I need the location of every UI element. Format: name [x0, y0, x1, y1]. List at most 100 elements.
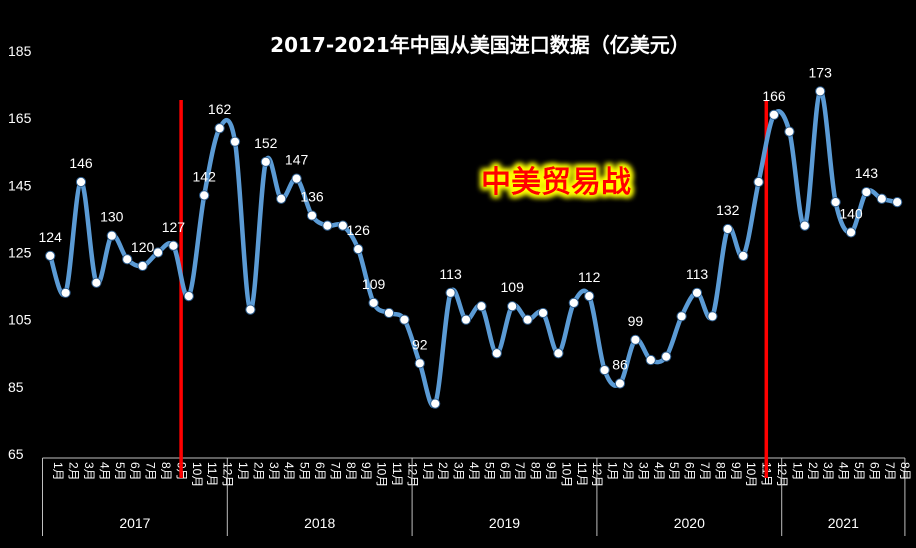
data-point [784, 126, 795, 137]
x-tick-label: 8月 [898, 462, 912, 481]
x-tick-label: 9月 [729, 462, 743, 481]
data-label: 120 [131, 239, 155, 255]
data-point [229, 136, 241, 147]
data-point [430, 398, 441, 409]
data-point [122, 254, 133, 265]
data-label: 162 [208, 101, 232, 117]
data-point [845, 227, 857, 238]
x-tick-label: 1月 [421, 462, 435, 481]
y-axis: 65 85 105 125 145 165 185 [8, 43, 32, 462]
x-tick-label: 6月 [128, 462, 142, 481]
data-point [815, 86, 826, 97]
x-tick-label: 1月 [236, 462, 250, 481]
x-tick-label: 7月 [144, 462, 158, 481]
data-labels: 124 146 130 120 127 142 162 152 147 136 126 109 92 11… [39, 64, 879, 372]
data-point [183, 291, 194, 302]
annotation-trade-war: 中美贸易战 [481, 165, 631, 200]
data-point [599, 364, 610, 376]
year-label: 2020 [674, 515, 705, 531]
data-label: 136 [300, 189, 324, 205]
data-point [383, 307, 395, 319]
data-label: 152 [254, 135, 278, 151]
data-point [738, 250, 749, 261]
data-point [830, 197, 841, 208]
x-tick-label: 1月 [790, 462, 804, 481]
data-point [722, 223, 733, 235]
y-tick-label: 165 [8, 110, 32, 126]
x-tick-label: 2月 [621, 462, 635, 481]
x-tick-label: 2月 [251, 462, 265, 481]
data-label: 127 [162, 219, 186, 235]
data-label: 113 [439, 266, 462, 282]
chart-title: 2017-2021年中国从美国进口数据（亿美元） [270, 33, 690, 57]
data-point [399, 314, 410, 325]
x-tick-label: 2月 [436, 462, 450, 481]
data-label: 146 [69, 155, 93, 171]
data-point [45, 250, 56, 261]
x-tick-label: 8月 [713, 462, 727, 481]
x-tick-label: 2月 [806, 462, 820, 481]
data-label: 86 [612, 356, 628, 372]
x-tick-label: 7月 [883, 462, 897, 481]
x-tick-label: 5月 [667, 462, 681, 481]
x-tick-label: 4月 [467, 462, 481, 481]
data-point [106, 230, 117, 241]
y-tick-label: 125 [8, 245, 32, 261]
data-point [368, 297, 379, 308]
data-point [876, 193, 887, 204]
data-point [584, 291, 595, 302]
x-tick-label: 11月 [205, 462, 219, 486]
data-label: 173 [809, 64, 833, 80]
x-tick-label: 4月 [97, 462, 111, 481]
x-tick-label: 10月 [744, 462, 758, 487]
year-label: 2019 [489, 515, 520, 531]
data-point [568, 297, 579, 308]
data-point [799, 220, 810, 231]
x-tick-label: 5月 [852, 462, 866, 481]
data-label: 112 [578, 269, 601, 285]
x-tick-label: 3月 [82, 462, 96, 481]
data-point [460, 314, 472, 325]
data-point [491, 348, 502, 359]
x-tick-label: 3月 [636, 462, 650, 481]
data-point [630, 334, 641, 345]
data-point [60, 287, 71, 298]
x-tick-label: 3月 [452, 462, 466, 481]
data-point [214, 123, 225, 134]
x-tick-label: 8月 [529, 462, 543, 481]
x-tick-label: 7月 [698, 462, 712, 481]
x-tick-label: 9月 [359, 462, 373, 481]
data-point [691, 287, 703, 298]
x-tick-label: 3月 [821, 462, 835, 481]
y-tick-label: 65 [8, 446, 24, 462]
data-point [306, 210, 318, 221]
x-tick-label: 1月 [51, 462, 65, 481]
event-lines [179, 100, 769, 478]
x-tick-label: 9月 [544, 462, 558, 481]
x-tick-label: 10月 [190, 462, 204, 487]
data-label: 147 [285, 152, 309, 168]
x-tick-label: 1月 [606, 462, 620, 481]
data-point [707, 311, 718, 322]
y-tick-label: 85 [8, 379, 24, 395]
x-tick-label: 6月 [313, 462, 327, 481]
data-label: 109 [362, 276, 386, 292]
data-point [353, 244, 364, 255]
data-label: 143 [855, 165, 879, 181]
data-point [152, 247, 164, 258]
year-label: 2021 [828, 515, 859, 531]
data-label: 113 [686, 266, 709, 282]
data-point [414, 358, 425, 369]
data-point [476, 301, 487, 312]
data-label: 109 [501, 279, 525, 295]
x-tick-label: 2月 [67, 462, 81, 481]
data-point [276, 193, 287, 204]
data-label: 132 [716, 202, 740, 218]
x-tick-label: 7月 [328, 462, 342, 481]
year-label: 2018 [304, 515, 335, 531]
data-point [199, 190, 210, 201]
data-label: 130 [100, 209, 124, 225]
data-point [537, 307, 549, 319]
data-label: 140 [839, 205, 863, 221]
